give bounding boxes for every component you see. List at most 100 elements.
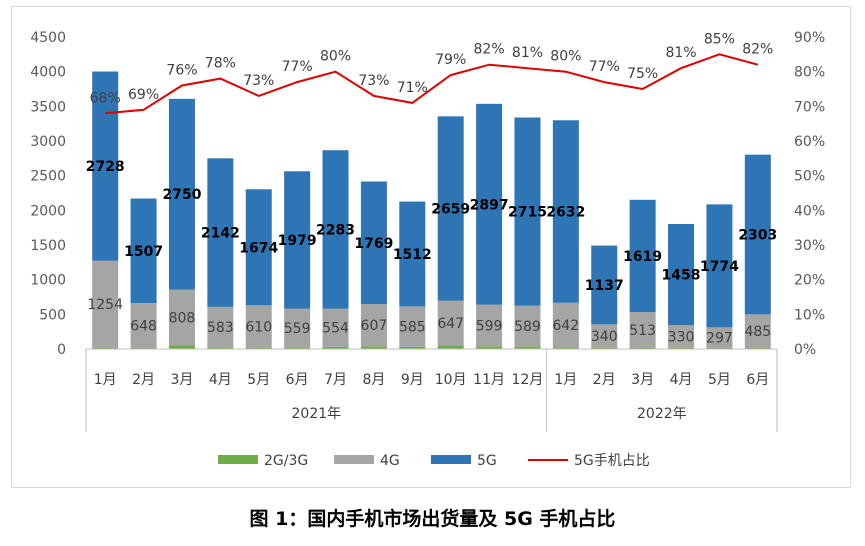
data-label-4g: 554 bbox=[322, 321, 349, 337]
bar-2g3g bbox=[92, 347, 119, 349]
data-label-5g: 1769 bbox=[354, 236, 393, 252]
data-label-5g: 1458 bbox=[662, 268, 701, 284]
data-label-5g: 2728 bbox=[86, 159, 125, 175]
x-tick-label: 6月 bbox=[286, 372, 309, 388]
bar-4g bbox=[322, 308, 349, 347]
data-label-4g: 485 bbox=[744, 324, 771, 340]
bar-4g bbox=[476, 304, 503, 347]
data-label-4g: 610 bbox=[245, 319, 272, 335]
data-label-4g: 648 bbox=[130, 318, 157, 334]
data-label-share: 80% bbox=[320, 49, 351, 65]
data-label-share: 71% bbox=[397, 80, 428, 96]
x-tick-label: 5月 bbox=[247, 372, 270, 388]
data-label-5g: 1619 bbox=[623, 249, 662, 265]
bar-4g bbox=[591, 324, 618, 348]
data-label-share: 82% bbox=[474, 42, 505, 58]
data-label-5g: 2715 bbox=[508, 205, 547, 221]
data-label-4g: 559 bbox=[284, 321, 311, 337]
bar-4g bbox=[168, 289, 195, 346]
x-tick-label: 12月 bbox=[512, 372, 544, 388]
data-label-4g: 513 bbox=[629, 323, 656, 339]
line-5g-share bbox=[105, 53, 759, 115]
bar-4g bbox=[629, 312, 656, 348]
legend-swatch bbox=[431, 455, 471, 464]
x-group-label: 2021年 bbox=[292, 406, 342, 422]
y-right-tick-label: 60% bbox=[794, 134, 825, 150]
y-left-tick-label: 1000 bbox=[30, 273, 66, 289]
bar-4g bbox=[706, 327, 733, 348]
bar-5g bbox=[629, 199, 656, 313]
bar-5g bbox=[92, 71, 119, 261]
bar-5g bbox=[591, 245, 618, 325]
y-right-tick-label: 10% bbox=[794, 307, 825, 323]
bar-5g bbox=[668, 223, 695, 326]
bar-2g3g bbox=[668, 347, 695, 349]
data-label-4g: 583 bbox=[207, 320, 234, 336]
bar-4g bbox=[437, 300, 464, 346]
bar-2g3g bbox=[744, 347, 771, 349]
bar-4g bbox=[360, 304, 387, 347]
data-label-share: 85% bbox=[704, 31, 735, 47]
data-label-share: 80% bbox=[550, 49, 581, 65]
data-label-share: 78% bbox=[205, 56, 236, 72]
bar-5g bbox=[476, 103, 503, 305]
legend-swatch bbox=[218, 455, 258, 464]
bar-5g bbox=[130, 198, 157, 304]
data-label-share: 73% bbox=[243, 73, 274, 89]
y-left-tick-label: 2500 bbox=[30, 169, 66, 185]
data-label-share: 82% bbox=[742, 42, 773, 58]
legend-label: 2G/3G bbox=[264, 453, 308, 469]
y-left-tick-label: 500 bbox=[39, 307, 66, 323]
data-label-share: 79% bbox=[435, 52, 466, 68]
bar-2g3g bbox=[322, 346, 349, 349]
y-right-tick-label: 30% bbox=[794, 238, 825, 254]
data-label-5g: 1507 bbox=[124, 244, 163, 260]
x-tick-label: 7月 bbox=[324, 372, 347, 388]
data-label-share: 77% bbox=[282, 59, 313, 75]
bar-4g bbox=[130, 303, 157, 348]
legend-swatch bbox=[334, 455, 374, 464]
bar-5g bbox=[322, 150, 349, 309]
x-tick-label: 8月 bbox=[362, 372, 385, 388]
bar-5g bbox=[744, 154, 771, 315]
x-tick-label: 2月 bbox=[132, 372, 155, 388]
y-right-tick-label: 80% bbox=[794, 65, 825, 81]
bar-2g3g bbox=[130, 347, 157, 349]
data-label-4g: 340 bbox=[591, 329, 618, 345]
y-left-tick-label: 4500 bbox=[30, 30, 66, 46]
bar-4g bbox=[514, 305, 541, 347]
x-group-label: 2022年 bbox=[637, 406, 687, 422]
data-label-5g: 2632 bbox=[546, 205, 585, 221]
legend-label: 4G bbox=[380, 453, 400, 469]
x-tick-label: 1月 bbox=[554, 372, 577, 388]
data-label-share: 81% bbox=[665, 45, 696, 61]
data-label-share: 69% bbox=[128, 87, 159, 103]
bar-5g bbox=[284, 171, 311, 309]
x-tick-label: 5月 bbox=[708, 372, 731, 388]
y-right-tick-label: 50% bbox=[794, 169, 825, 185]
data-label-share: 68% bbox=[90, 90, 121, 106]
data-label-5g: 1137 bbox=[585, 278, 624, 294]
figure-caption: 图 1：国内手机市场出货量及 5G 手机占比 bbox=[249, 508, 616, 530]
bar-2g3g bbox=[706, 347, 733, 349]
legend-label: 5G bbox=[477, 453, 497, 469]
bar-2g3g bbox=[514, 346, 541, 349]
bar-4g bbox=[207, 306, 234, 348]
bar-5g bbox=[168, 98, 195, 290]
y-left-tick-label: 3000 bbox=[30, 134, 66, 150]
bar-4g bbox=[399, 306, 426, 347]
y-left-tick-label: 0 bbox=[57, 342, 66, 358]
x-tick-label: 11月 bbox=[473, 372, 505, 388]
data-label-4g: 647 bbox=[437, 316, 464, 332]
x-tick-label: 3月 bbox=[171, 372, 194, 388]
bar-2g3g bbox=[591, 347, 618, 349]
data-label-share: 76% bbox=[166, 63, 197, 79]
bar-4g bbox=[668, 325, 695, 348]
x-tick-label: 10月 bbox=[435, 372, 467, 388]
y-left-tick-label: 4000 bbox=[30, 65, 66, 81]
data-label-share: 75% bbox=[627, 66, 658, 82]
data-label-5g: 1512 bbox=[393, 247, 432, 263]
data-label-4g: 599 bbox=[476, 318, 503, 334]
bar-2g3g bbox=[629, 347, 656, 349]
data-label-5g: 2142 bbox=[201, 226, 240, 242]
